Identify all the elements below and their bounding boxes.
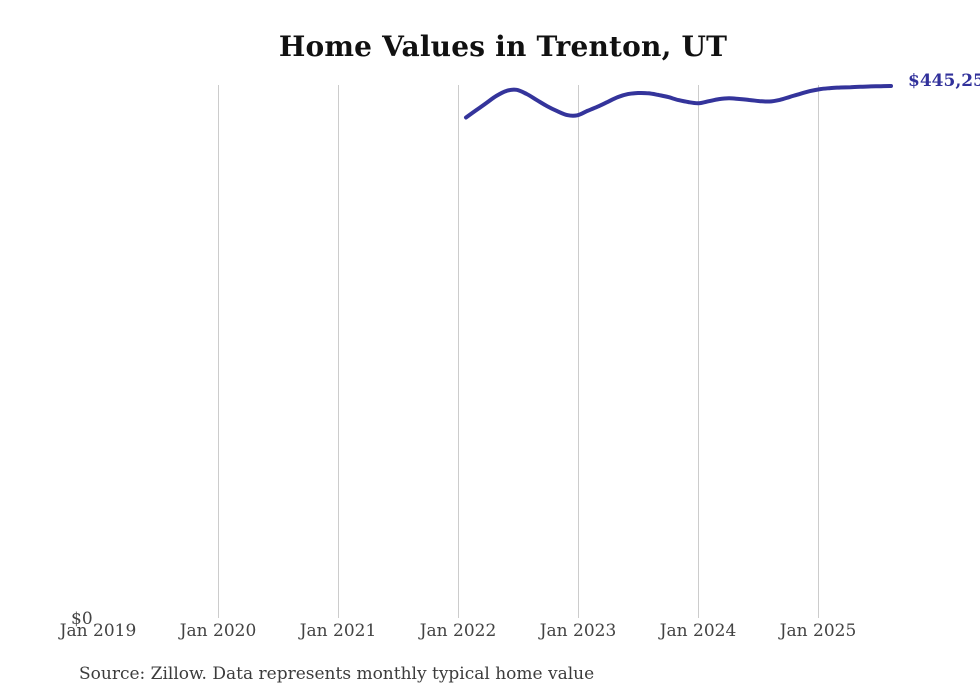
- year-gridlines: [218, 85, 819, 618]
- chart-title: Home Values in Trenton, UT: [278, 30, 728, 63]
- x-tick-label: Jan 2023: [539, 621, 617, 641]
- y-axis-zero-label: $0: [71, 609, 93, 629]
- home-values-line-series: [464, 84, 893, 120]
- x-tick-label: Jan 2022: [419, 621, 497, 641]
- last-value-label: $445,259: [908, 71, 980, 91]
- x-tick-label: Jan 2025: [779, 621, 857, 641]
- x-tick-label: Jan 2019: [59, 621, 137, 641]
- x-tick-label: Jan 2021: [299, 621, 377, 641]
- x-tick-label: Jan 2024: [659, 621, 737, 641]
- x-tick-label: Jan 2020: [179, 621, 257, 641]
- source-note: Source: Zillow. Data represents monthly …: [79, 664, 595, 684]
